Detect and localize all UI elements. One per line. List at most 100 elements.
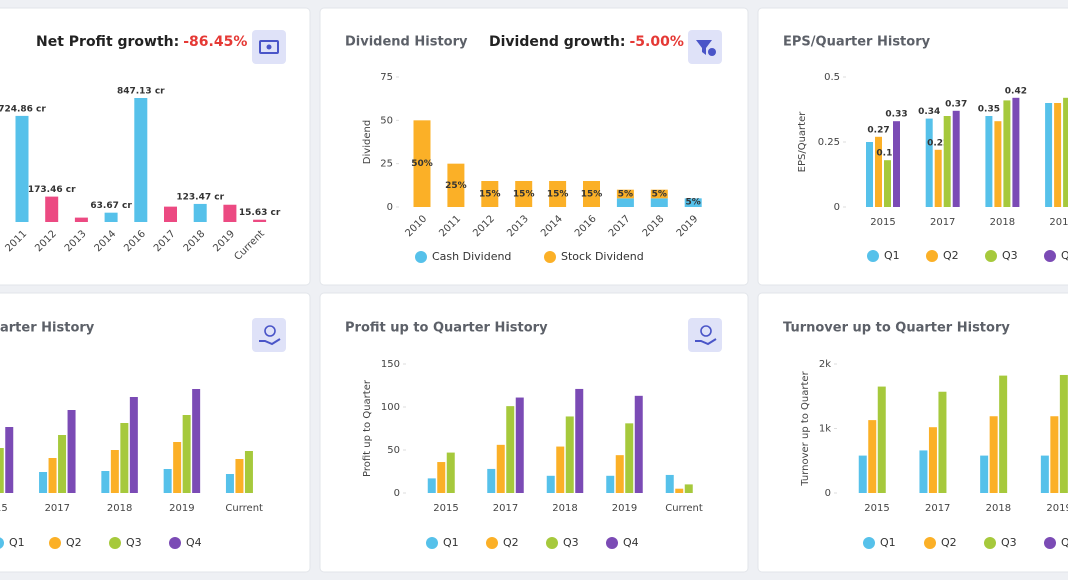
panel-title: Dividend History: [345, 35, 468, 50]
icon-button[interactable]: [688, 30, 722, 64]
value-label: 123.47 cr: [176, 192, 224, 202]
y-tick-label: 0: [394, 488, 400, 499]
y-tick-label: 75: [380, 72, 393, 83]
panel-title: Profit up to Quarter History: [345, 321, 548, 336]
bar: [173, 442, 182, 493]
bar: [884, 160, 891, 207]
bar: [120, 423, 129, 493]
x-tick-label: 2017: [925, 503, 950, 514]
bar: [437, 462, 446, 493]
legend-label: Q2: [943, 249, 959, 262]
legend-label: Stock Dividend: [561, 250, 644, 263]
value-label: 0.22: [927, 138, 949, 148]
bar: [858, 455, 867, 493]
x-tick-label: 2019: [1049, 217, 1068, 228]
bar: [980, 455, 989, 493]
legend-marker: [863, 537, 875, 549]
bar: [515, 397, 524, 493]
bar: [1040, 455, 1049, 493]
panel-title: EPS/Quarter History: [783, 35, 931, 50]
y-tick-label: 1k: [819, 424, 831, 435]
value-label: 724.86 cr: [0, 104, 46, 114]
legend-label: Q3: [126, 536, 142, 549]
value-label: 0.18: [876, 149, 898, 159]
x-tick-label: 2018: [986, 503, 1011, 514]
bar: [625, 423, 634, 493]
x-tick-label: 2017: [45, 503, 70, 514]
bar: [244, 451, 253, 493]
y-tick-label: 50: [387, 445, 400, 456]
bar: [15, 115, 29, 222]
y-tick-label: 0: [834, 202, 840, 213]
value-label: 15.63 cr: [239, 208, 281, 218]
bar: [253, 219, 267, 222]
x-tick-label: 2015: [864, 503, 889, 514]
bar: [164, 206, 177, 222]
bar: [1045, 103, 1053, 207]
bar: [575, 388, 584, 493]
legend-marker: [415, 251, 427, 263]
bar: [938, 391, 947, 493]
legend-marker: [109, 537, 121, 549]
bar: [546, 475, 555, 493]
panel-title: Turnover up to Quarter History: [783, 321, 1010, 336]
x-tick-label: 2018: [990, 217, 1015, 228]
value-label: 63.67 cr: [90, 201, 132, 211]
legend-label: Q4: [623, 536, 639, 549]
growth-value: -5.00%: [629, 34, 683, 50]
bar: [225, 474, 234, 493]
bar: [101, 471, 110, 493]
x-tick-label: 2017: [930, 217, 955, 228]
x-tick-label: 2018: [552, 503, 577, 514]
value-label: 0.27: [867, 125, 889, 135]
bar: [48, 458, 57, 493]
panel: [0, 292, 311, 573]
y-axis-label: EPS/Quarter: [797, 111, 808, 173]
legend-label: Q4: [1061, 249, 1068, 262]
bar: [487, 468, 496, 493]
legend-label: Q3: [563, 536, 579, 549]
legend-marker: [49, 537, 61, 549]
bar: [1059, 374, 1068, 493]
x-tick-label: 2019: [612, 503, 637, 514]
y-axis-label: Profit up to Quarter: [362, 379, 373, 477]
bar: [925, 118, 933, 207]
panel: [757, 292, 1068, 573]
bar: [675, 488, 684, 493]
panel-title: arter History: [0, 321, 95, 336]
value-label: 15%: [513, 190, 535, 200]
icon-button[interactable]: [252, 318, 286, 352]
bar: [1050, 416, 1059, 493]
legend-marker: [546, 537, 558, 549]
bar: [39, 472, 48, 493]
bar: [989, 416, 998, 493]
bar: [446, 452, 455, 493]
value-label: 0.35: [978, 105, 1000, 115]
bar: [634, 395, 643, 493]
panel: [319, 7, 749, 286]
y-tick-label: 100: [381, 402, 400, 413]
y-axis-label: Turnover up to Quarter: [800, 370, 811, 486]
bar: [1012, 97, 1020, 207]
x-tick-label: 2017: [493, 503, 518, 514]
value-label: 0.42: [1005, 86, 1027, 96]
legend-label: Q1: [880, 536, 896, 549]
bar: [223, 204, 237, 222]
bar-segment: [549, 181, 567, 207]
value-label: 50%: [411, 159, 433, 169]
y-tick-label: 50: [380, 115, 393, 126]
y-tick-label: 150: [381, 359, 400, 370]
legend-label: Q2: [941, 536, 957, 549]
y-tick-label: 0: [825, 488, 831, 499]
value-label: 15%: [581, 190, 603, 200]
bar: [129, 397, 138, 493]
bar: [615, 455, 624, 493]
bar: [0, 448, 4, 493]
legend-marker: [984, 537, 996, 549]
legend-label: Cash Dividend: [432, 250, 511, 263]
icon-button[interactable]: [252, 30, 286, 64]
icon-button[interactable]: [688, 318, 722, 352]
y-tick-label: 2k: [819, 359, 831, 370]
